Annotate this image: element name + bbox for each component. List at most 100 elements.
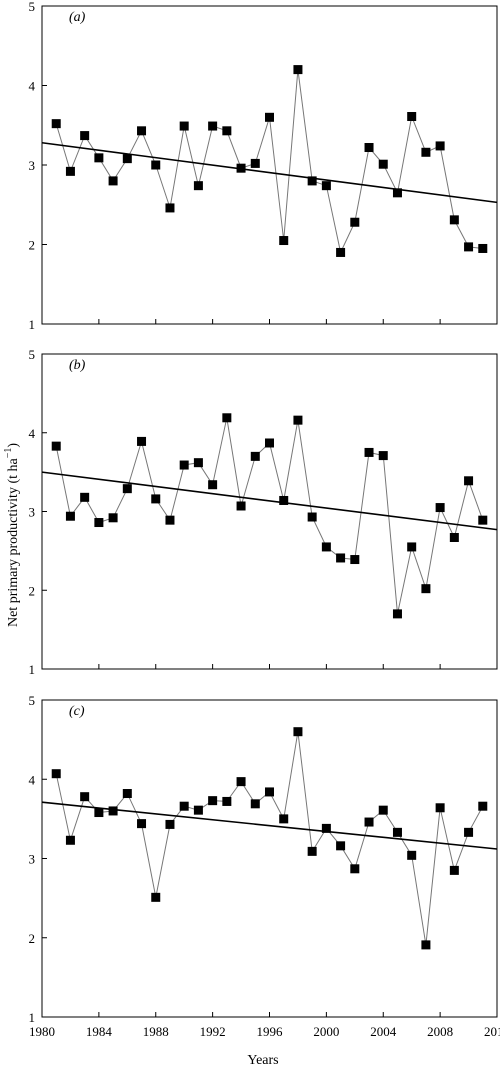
data-point <box>336 841 346 851</box>
y-axis-title-suffix: ) <box>6 443 21 448</box>
data-point <box>51 441 61 451</box>
series-line <box>55 69 483 254</box>
data-point <box>407 542 417 552</box>
x-tick-label: 2000 <box>313 1024 339 1039</box>
x-tick-label: 1992 <box>200 1024 226 1039</box>
y-tick-label: 1 <box>29 317 36 332</box>
data-point <box>321 823 331 833</box>
data-point <box>250 451 260 461</box>
data-point <box>364 143 374 153</box>
data-point <box>293 65 303 75</box>
data-point <box>51 119 61 129</box>
data-point <box>179 121 189 131</box>
data-point <box>137 126 147 136</box>
plot-frame <box>41 5 498 325</box>
data-point <box>165 819 175 829</box>
trend-line <box>41 141 498 204</box>
data-point <box>421 584 431 594</box>
data-point <box>321 542 331 552</box>
data-point <box>407 112 417 122</box>
chart-panel-1: 1 2 3 4 5 (a) <box>29 0 498 332</box>
data-point <box>364 447 374 457</box>
trend-line <box>41 801 498 850</box>
data-point <box>435 503 445 513</box>
y-tick-label: 1 <box>29 1010 36 1025</box>
panel-label: (b) <box>69 358 86 373</box>
data-point <box>279 814 289 824</box>
data-point <box>378 805 388 815</box>
data-point <box>478 515 488 525</box>
y-tick-label: 5 <box>29 347 36 362</box>
data-point <box>265 438 274 448</box>
series-line <box>55 731 484 945</box>
y-tick-label: 4 <box>29 426 36 441</box>
data-point <box>108 806 118 816</box>
x-axis-title: Years <box>247 1053 278 1068</box>
data-point <box>279 495 289 505</box>
data-point <box>449 865 459 875</box>
data-point <box>94 153 104 163</box>
data-point <box>108 176 118 186</box>
y-tick-label: 2 <box>29 238 36 253</box>
y-tick-label: 2 <box>29 583 36 598</box>
data-point <box>378 159 388 169</box>
x-tick-label: 1996 <box>257 1024 284 1039</box>
data-point <box>208 480 218 490</box>
data-point <box>250 158 260 168</box>
data-point <box>236 163 246 173</box>
data-point <box>193 805 203 815</box>
data-point <box>350 555 360 565</box>
data-point <box>137 819 147 829</box>
data-point <box>193 458 203 468</box>
data-point <box>378 451 388 461</box>
data-point <box>165 203 175 213</box>
data-point <box>449 532 459 542</box>
data-point <box>137 436 147 446</box>
data-point <box>80 792 90 802</box>
x-tick-label: 2008 <box>427 1024 453 1039</box>
data-point <box>336 247 346 257</box>
data-point <box>478 243 488 253</box>
data-point <box>179 460 189 470</box>
data-point <box>222 796 232 806</box>
y-axis-title-superscript: −1 <box>3 448 14 459</box>
data-point <box>94 518 104 528</box>
data-point <box>265 112 274 122</box>
data-point <box>350 217 360 227</box>
data-point <box>407 850 417 860</box>
data-point <box>65 166 75 176</box>
y-tick-label: 2 <box>29 931 36 946</box>
data-point <box>208 121 218 131</box>
x-tick-label: 1980 <box>29 1024 55 1039</box>
data-point <box>336 553 346 563</box>
data-point <box>179 801 189 811</box>
panel-label: (c) <box>69 704 85 719</box>
data-point <box>222 126 232 136</box>
data-point <box>449 215 459 225</box>
data-point <box>80 131 90 141</box>
y-axis-title-main: Net primary productivity (t ha <box>6 458 21 628</box>
data-point <box>392 609 402 619</box>
x-tick-label: 1988 <box>143 1024 169 1039</box>
trend-line <box>41 471 498 531</box>
y-tick-label: 3 <box>29 158 36 173</box>
data-point <box>307 846 317 856</box>
data-point <box>151 160 161 170</box>
data-point <box>464 242 474 252</box>
data-point <box>293 415 303 425</box>
data-point <box>392 827 402 837</box>
data-point <box>435 803 445 813</box>
data-point <box>65 511 75 521</box>
data-point <box>464 827 474 837</box>
plot-frame <box>41 699 498 1018</box>
panel-label: (a) <box>69 10 86 25</box>
data-point <box>208 796 218 806</box>
data-point <box>193 181 203 191</box>
data-point <box>236 777 246 787</box>
data-point <box>94 808 104 818</box>
data-point <box>108 513 118 523</box>
data-point <box>51 769 61 779</box>
data-point <box>80 492 90 502</box>
y-axis-title: Net primary productivity (t ha−1) <box>3 443 21 627</box>
